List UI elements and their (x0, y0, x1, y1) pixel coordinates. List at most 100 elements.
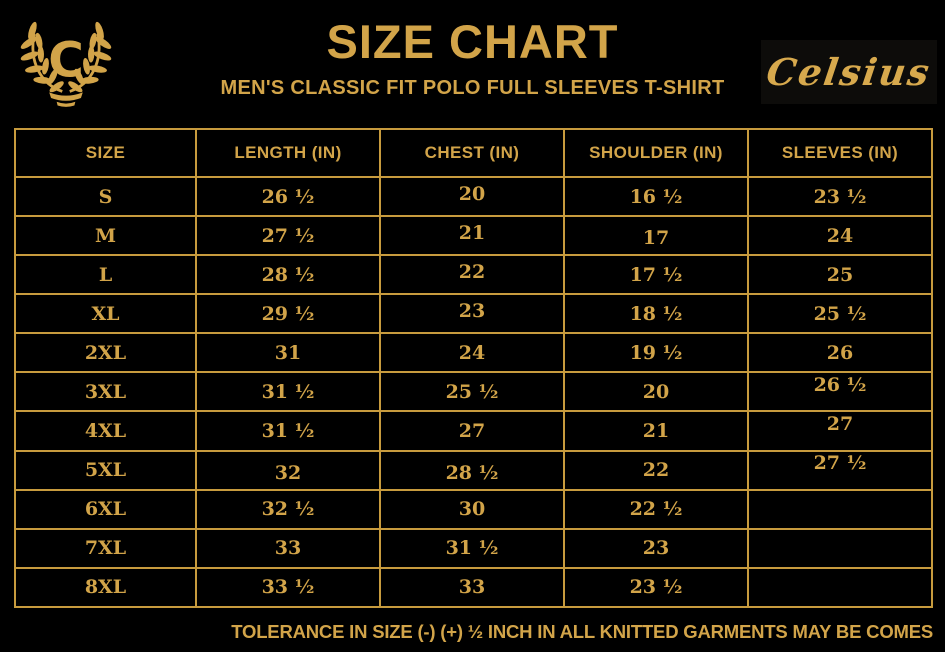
cell-value: L (98, 263, 113, 286)
logo-letter-c: C (48, 33, 84, 89)
table-row: L 28 ½ 22 17 ½ 25 (14, 254, 933, 296)
table-row: 4XL 31 ½ 27 21 27 (14, 410, 933, 452)
cell-chest: 28 ½ (379, 449, 565, 491)
table-row: M 27 ½ 21 17 24 (14, 215, 933, 257)
cell-value: 27 ½ (261, 224, 315, 247)
cell-value: 23 ½ (813, 185, 867, 208)
cell-length: 26 ½ (195, 175, 381, 218)
cell-value: XL (91, 302, 120, 325)
page-title: SIZE CHART (326, 15, 619, 68)
cell-value: 16 ½ (629, 185, 683, 208)
cell-value: 22 ½ (629, 498, 683, 521)
cell-chest: 24 (379, 332, 565, 374)
brand-name: Celsius (764, 50, 934, 94)
table-header: SIZE LENGTH (IN) CHEST (IN) SHOULDER (IN… (14, 128, 933, 178)
cell-value: 7XL (84, 537, 127, 560)
cell-shoulder: 23 (563, 527, 749, 569)
cell-value: 6XL (84, 498, 127, 521)
cell-shoulder: 20 (563, 371, 749, 413)
cell-sleeves: 25 (747, 254, 933, 296)
cell-value: 27 (458, 420, 486, 442)
tolerance-note: TOLERANCE IN SIZE (-) (+) ½ INCH IN ALL … (231, 621, 933, 642)
cell-value: 33 (458, 576, 486, 599)
cell-chest: 22 (379, 254, 565, 296)
cell-value: 21 (642, 420, 670, 442)
table-row: 8XL 33 ½ 33 23 ½ (14, 566, 933, 609)
cell-value: 30 (458, 498, 486, 521)
cell-length: 31 ½ (195, 410, 381, 452)
table-row: S 26 ½ 20 16 ½ 23 ½ (14, 175, 933, 218)
column-header-length: LENGTH (IN) (195, 128, 381, 178)
cell-size: XL (14, 293, 197, 335)
cell-value: 31 ½ (261, 380, 315, 403)
cell-value: 22 (642, 459, 670, 482)
cell-size: 7XL (14, 527, 197, 569)
cell-value: S (98, 185, 113, 208)
cell-value: 27 ½ (813, 452, 867, 475)
cell-value: 20 (458, 182, 486, 205)
cell-value: 27 (826, 413, 854, 435)
cell-sleeves (747, 488, 933, 530)
cell-shoulder: 21 (563, 410, 749, 452)
cell-value: 24 (458, 341, 486, 364)
table-row: 6XL 32 ½ 30 22 ½ (14, 488, 933, 530)
cell-shoulder: 16 ½ (563, 175, 749, 218)
cell-shoulder: 22 (563, 449, 749, 491)
cell-value: 33 ½ (261, 576, 315, 599)
cell-chest: 23 (379, 293, 565, 335)
cell-value: 29 ½ (261, 302, 315, 325)
cell-size: M (14, 215, 197, 257)
header-row: SIZE LENGTH (IN) CHEST (IN) SHOULDER (IN… (14, 128, 933, 178)
cell-value: 5XL (84, 459, 127, 482)
cell-value: 25 ½ (813, 302, 867, 325)
cell-chest: 21 (379, 215, 565, 257)
column-header-size: SIZE (14, 128, 197, 178)
cell-chest: 20 (379, 175, 565, 218)
cell-value: 31 (274, 341, 302, 364)
cell-sleeves: 23 ½ (747, 175, 933, 218)
cell-value: 17 (642, 226, 670, 249)
cell-chest: 33 (379, 566, 565, 609)
cell-chest: 27 (379, 410, 565, 452)
cell-value: 25 (826, 263, 854, 286)
page-subtitle: MEN'S CLASSIC FIT POLO FULL SLEEVES T-SH… (220, 77, 725, 99)
cell-size: 8XL (14, 566, 197, 609)
cell-shoulder: 19 ½ (563, 332, 749, 374)
cell-value: 31 ½ (261, 420, 315, 442)
cell-chest: 30 (379, 488, 565, 530)
cell-value: 31 ½ (445, 537, 499, 560)
cell-length: 31 (195, 332, 381, 374)
table-row: 2XL 31 24 19 ½ 26 (14, 332, 933, 374)
cell-value: 22 (458, 260, 486, 283)
cell-value: 19 ½ (629, 341, 683, 364)
cell-value: 21 (458, 221, 486, 244)
cell-value: 25 ½ (445, 380, 499, 403)
cell-value: 3XL (84, 380, 127, 403)
cell-sleeves (747, 566, 933, 609)
cell-value: 32 (274, 462, 302, 485)
table-row: 7XL 33 31 ½ 23 (14, 527, 933, 569)
cell-value: 26 ½ (261, 185, 315, 208)
brand-wordmark: Celsius (761, 40, 937, 104)
cell-shoulder: 23 ½ (563, 566, 749, 609)
column-header-sleeves: SLEEVES (IN) (747, 128, 933, 178)
cell-length: 33 (195, 527, 381, 569)
cell-size: 4XL (14, 410, 197, 452)
cell-size: 3XL (14, 371, 197, 413)
size-table-body: S 26 ½ 20 16 ½ 23 ½ M 27 ½ 21 17 24 L 28 ½ 22 17 ½ 25 X… (14, 175, 933, 609)
cell-value: 23 (642, 537, 670, 560)
cell-size: S (14, 175, 197, 218)
cell-value: 28 ½ (445, 462, 499, 485)
cell-size: 5XL (14, 449, 197, 491)
cell-length: 32 (195, 449, 381, 491)
cell-value: 28 ½ (261, 263, 315, 286)
cell-value: 26 ½ (813, 373, 867, 396)
cell-size: 2XL (14, 332, 197, 374)
cell-size: 6XL (14, 488, 197, 530)
ribbon-shape (56, 101, 76, 107)
column-header-chest: CHEST (IN) (379, 128, 565, 178)
cell-sleeves: 26 ½ (747, 371, 933, 413)
cell-sleeves: 26 (747, 332, 933, 374)
cell-length: 32 ½ (195, 488, 381, 530)
